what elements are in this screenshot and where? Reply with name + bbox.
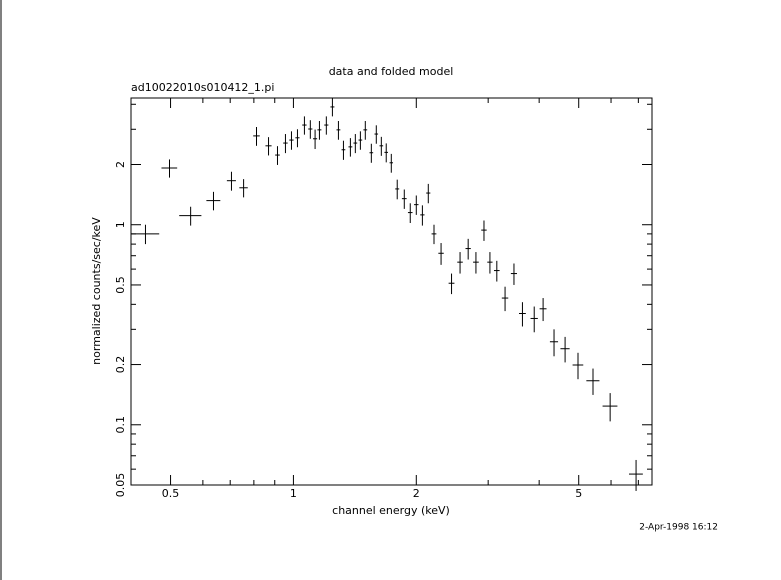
- y-tick-label: 1: [114, 221, 127, 228]
- chart-subtitle: ad10022010s010412_1.pi: [131, 81, 274, 94]
- y-axis-label: normalized counts/sec/keV: [90, 217, 103, 365]
- y-tick-label: 0.5: [114, 276, 127, 294]
- chart-title: data and folded model: [329, 65, 454, 78]
- y-tick-label: 0.2: [114, 356, 127, 374]
- x-tick-label: 1: [290, 487, 297, 500]
- y-tick-label: 2: [114, 161, 127, 168]
- x-axis-label: channel energy (keV): [332, 504, 450, 517]
- y-tick-label: 0.05: [114, 473, 127, 498]
- timestamp: 2-Apr-1998 16:12: [639, 523, 718, 533]
- x-tick-label: 0.5: [162, 487, 180, 500]
- x-tick-label: 2: [413, 487, 420, 500]
- plot-frame: [130, 97, 653, 486]
- x-tick-label: 5: [575, 487, 582, 500]
- y-tick-label: 0.1: [114, 416, 127, 434]
